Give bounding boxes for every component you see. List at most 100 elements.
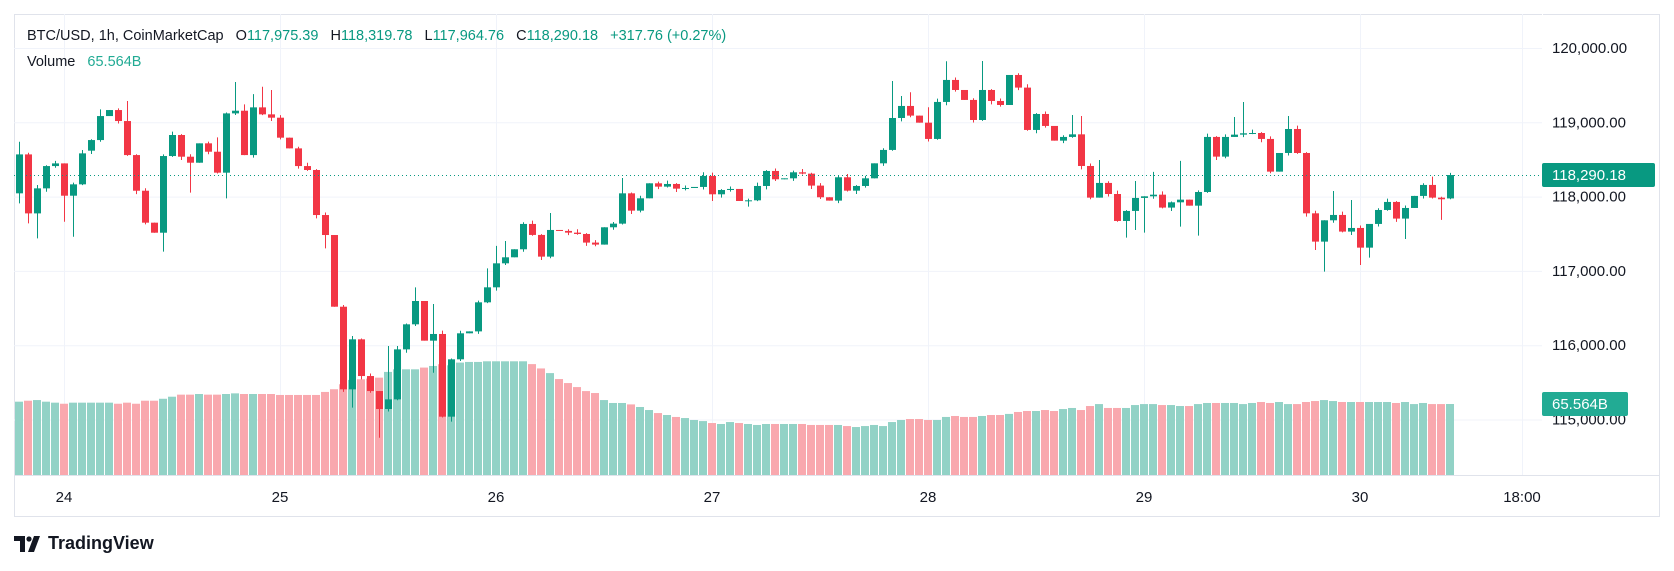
candle — [538, 234, 545, 260]
candle-body — [250, 107, 257, 156]
candle-body — [754, 185, 761, 201]
candle-body — [70, 184, 77, 196]
volume-bar — [132, 403, 140, 475]
candle-body — [421, 300, 428, 341]
volume-bar — [24, 400, 32, 475]
candle-body — [1141, 196, 1148, 198]
candle — [214, 137, 221, 174]
volume-bar — [1014, 411, 1022, 475]
candle-body — [934, 101, 941, 139]
volume-bar — [861, 426, 869, 475]
candle — [1339, 211, 1346, 233]
candle — [916, 115, 923, 123]
candle — [952, 77, 959, 92]
price-tick-label: 117,000.00 — [1552, 263, 1626, 280]
last-price-tag-text: 118,290.18 — [1552, 167, 1626, 184]
tradingview-logo-icon — [14, 535, 40, 552]
candle-body — [484, 287, 491, 303]
volume-bar — [366, 378, 374, 475]
candle — [16, 141, 23, 204]
volume-bar — [465, 361, 473, 475]
candle-body — [970, 99, 977, 120]
candle — [1168, 201, 1175, 211]
volume-bar — [1230, 402, 1238, 475]
candle — [151, 222, 158, 233]
tradingview-logo[interactable]: TradingView — [14, 533, 154, 554]
candle — [943, 61, 950, 106]
candle — [160, 154, 167, 252]
candle-body — [106, 110, 113, 117]
symbol-title[interactable]: BTC/USD, 1h, CoinMarketCap — [27, 28, 224, 44]
candle — [1222, 134, 1229, 159]
candle — [115, 108, 122, 124]
candle — [520, 222, 527, 252]
volume-label[interactable]: Volume — [27, 54, 76, 70]
volume-bar — [330, 389, 338, 475]
candle-body — [853, 185, 860, 191]
candle — [1420, 183, 1427, 199]
candle-body — [817, 185, 824, 198]
candle — [1357, 225, 1364, 265]
ohlc-legend: BTC/USD, 1h, CoinMarketCap O117,975.39 H… — [27, 28, 726, 44]
volume-bar — [1149, 404, 1157, 475]
volume-bar — [1050, 410, 1058, 475]
volume-bar — [789, 423, 797, 475]
volume-bar — [1095, 404, 1103, 475]
candle-body — [907, 105, 914, 116]
candle-body — [412, 300, 419, 325]
candle-body — [349, 339, 356, 390]
candle-body — [862, 178, 869, 186]
candle — [439, 330, 446, 418]
volume-bar — [1446, 404, 1454, 475]
candle-body — [718, 189, 725, 195]
candle — [1330, 190, 1337, 223]
volume-bar — [636, 406, 644, 475]
candle-body — [574, 232, 581, 234]
volume-bar — [492, 361, 500, 475]
volume-bar — [951, 415, 959, 475]
volume-bar — [1077, 410, 1085, 475]
candle — [610, 221, 617, 230]
candle-body — [16, 154, 23, 194]
candle — [385, 346, 392, 412]
volume-bar — [1401, 402, 1409, 475]
candle — [1051, 125, 1058, 141]
candle-body — [745, 200, 752, 202]
candle — [1006, 74, 1013, 105]
candle-body — [1114, 193, 1121, 221]
candle — [457, 330, 464, 361]
volume-bar — [1068, 407, 1076, 475]
candle-body — [475, 302, 482, 332]
volume-bar — [429, 365, 437, 475]
volume-bar — [96, 402, 104, 475]
time-axis[interactable]: 24 25 26 27 28 29 30 18:00 — [56, 489, 1541, 506]
candle — [799, 168, 806, 175]
volume-bar — [438, 364, 446, 475]
volume-bar — [1185, 406, 1193, 475]
candle — [1060, 135, 1067, 144]
volume-bar — [780, 423, 788, 475]
volume-bar — [1437, 404, 1445, 475]
volume-bar — [1203, 402, 1211, 475]
candle — [700, 172, 707, 190]
candle — [925, 107, 932, 142]
candle-body — [439, 333, 446, 417]
candle — [1438, 196, 1445, 220]
candle — [43, 165, 50, 192]
candle — [313, 169, 320, 219]
volume-bar — [123, 402, 131, 475]
candle-body — [1267, 138, 1274, 172]
volume-bar — [231, 393, 239, 475]
candle-body — [187, 156, 194, 163]
volume-bar — [618, 402, 626, 475]
volume-bar — [303, 394, 311, 475]
volume-bar — [150, 400, 158, 475]
candle — [259, 86, 266, 116]
candle — [295, 146, 302, 169]
candle — [565, 229, 572, 236]
candle-body — [169, 135, 176, 157]
volume-bar — [1113, 407, 1121, 475]
candle-body — [430, 333, 437, 341]
candle-body — [736, 188, 743, 201]
